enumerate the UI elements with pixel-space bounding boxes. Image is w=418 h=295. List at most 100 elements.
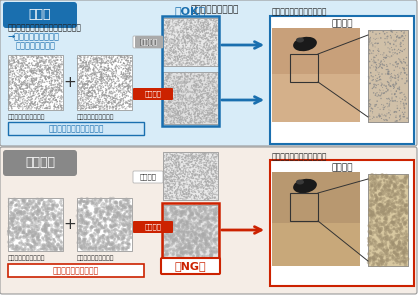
Point	[119, 241, 125, 246]
Point	[181, 163, 188, 168]
Point	[206, 76, 213, 81]
Point	[202, 170, 209, 175]
Point	[207, 92, 214, 97]
Point	[168, 45, 175, 50]
Point	[125, 201, 131, 205]
Point	[51, 217, 57, 222]
Point	[164, 26, 171, 31]
Point	[24, 63, 31, 67]
Point	[181, 110, 188, 114]
Point	[18, 245, 24, 250]
Point	[196, 112, 203, 117]
Point	[15, 60, 22, 64]
Point	[211, 208, 217, 213]
Point	[19, 107, 26, 112]
Point	[96, 227, 103, 231]
Point	[112, 223, 119, 228]
Point	[166, 110, 172, 114]
Point	[186, 47, 192, 52]
Point	[96, 221, 102, 226]
Point	[383, 67, 390, 72]
Point	[201, 91, 208, 96]
Point	[373, 65, 380, 70]
Point	[162, 169, 169, 173]
Point	[396, 178, 403, 183]
Point	[169, 219, 176, 224]
Point	[168, 87, 175, 91]
Point	[204, 184, 211, 189]
Point	[189, 63, 195, 67]
Point	[380, 206, 387, 211]
Point	[34, 101, 41, 105]
Point	[199, 35, 206, 40]
Point	[176, 113, 183, 118]
Point	[84, 85, 91, 89]
Point	[404, 63, 410, 68]
Point	[103, 73, 110, 77]
Point	[180, 48, 186, 53]
Point	[202, 22, 209, 27]
Point	[124, 56, 131, 61]
Point	[40, 203, 47, 208]
Point	[173, 54, 179, 59]
Point	[366, 239, 373, 244]
Point	[209, 174, 216, 179]
Point	[174, 29, 181, 33]
Point	[199, 176, 206, 181]
Text: +: +	[64, 217, 76, 232]
Point	[400, 243, 407, 248]
Point	[377, 77, 383, 82]
Point	[41, 67, 48, 72]
Point	[392, 205, 399, 210]
Point	[116, 232, 123, 237]
Point	[384, 79, 391, 84]
Point	[370, 213, 376, 218]
Point	[181, 37, 188, 42]
Point	[200, 87, 207, 91]
Point	[164, 60, 171, 65]
Point	[166, 55, 173, 60]
Point	[165, 161, 171, 166]
Point	[103, 72, 110, 77]
Point	[212, 206, 219, 211]
Point	[196, 157, 203, 162]
Point	[392, 220, 398, 224]
Point	[86, 96, 92, 101]
Point	[80, 104, 87, 109]
Point	[207, 222, 214, 227]
Point	[173, 107, 180, 112]
Point	[198, 94, 205, 99]
Point	[209, 155, 215, 160]
Point	[123, 77, 130, 82]
Point	[98, 73, 105, 77]
Point	[211, 86, 217, 91]
Point	[177, 254, 184, 259]
Point	[164, 31, 171, 36]
Point	[188, 38, 195, 43]
Point	[47, 89, 54, 94]
Point	[80, 233, 87, 238]
Point	[9, 78, 15, 82]
Point	[87, 58, 94, 63]
Point	[186, 120, 193, 125]
Point	[372, 77, 379, 82]
Point	[78, 58, 84, 63]
Point	[193, 210, 199, 215]
Point	[365, 236, 372, 241]
Point	[162, 155, 168, 160]
Point	[391, 250, 398, 255]
Point	[181, 58, 188, 63]
Point	[113, 235, 120, 239]
Point	[196, 78, 202, 83]
Point	[122, 223, 129, 227]
Point	[368, 232, 375, 236]
Point	[212, 71, 219, 76]
Point	[79, 78, 86, 82]
Point	[20, 94, 27, 99]
Point	[16, 247, 23, 251]
Point	[373, 246, 380, 250]
Point	[187, 170, 194, 174]
Point	[210, 101, 217, 106]
Point	[192, 29, 199, 34]
Point	[185, 194, 192, 199]
